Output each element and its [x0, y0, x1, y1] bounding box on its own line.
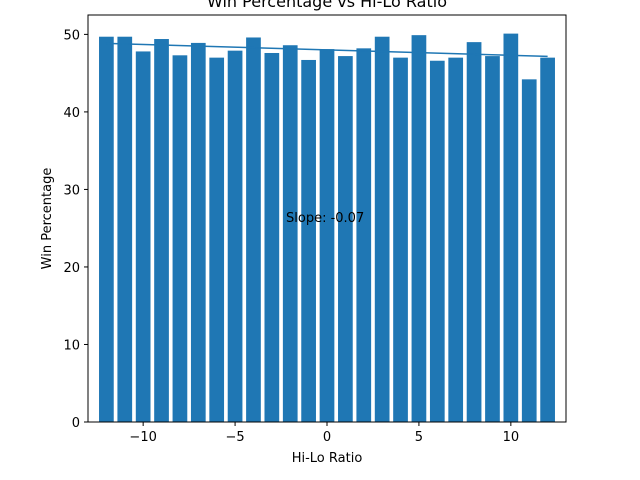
- y-tick-label: 50: [63, 28, 80, 43]
- y-tick-label: 30: [63, 183, 80, 198]
- bar: [448, 57, 464, 422]
- bar: [99, 36, 114, 423]
- x-tick-label: −5: [225, 430, 244, 445]
- chart-title: Win Percentage vs Hi-Lo Ratio: [207, 0, 447, 11]
- bar: [393, 57, 408, 422]
- bar: [227, 50, 243, 422]
- y-tick-label: 40: [63, 106, 80, 121]
- bar: [301, 59, 316, 423]
- bar: [485, 56, 500, 423]
- bar: [521, 79, 537, 422]
- bar: [411, 35, 427, 422]
- bar: [466, 42, 482, 422]
- bar: [264, 52, 280, 423]
- bar: [356, 48, 372, 423]
- trendline: [106, 42, 548, 58]
- x-tick-label: 0: [323, 430, 331, 445]
- y-axis-title: Win Percentage: [40, 168, 55, 270]
- trendline-group: [106, 42, 548, 58]
- bars-group: [99, 33, 555, 423]
- x-tick-label: 5: [415, 430, 423, 445]
- bar: [540, 57, 555, 422]
- bar: [282, 45, 298, 422]
- bar: [190, 42, 206, 422]
- bar: [246, 37, 261, 422]
- bar: [135, 51, 151, 422]
- bar: [172, 55, 188, 423]
- bar: [209, 57, 225, 422]
- y-tick-label: 10: [63, 338, 80, 353]
- y-axis: 0 10 20 30 40 50: [63, 28, 88, 431]
- bar: [319, 49, 335, 423]
- x-tick-label: 10: [503, 430, 520, 445]
- bar: [429, 60, 445, 423]
- slope-annotation: Slope: -0.07: [286, 211, 364, 226]
- bar: [117, 36, 133, 423]
- bar: [154, 39, 169, 422]
- x-tick-label: −10: [129, 430, 156, 445]
- y-tick-label: 0: [72, 416, 80, 431]
- bar: [338, 56, 353, 423]
- x-axis: −10 −5 0 5 10: [129, 422, 519, 445]
- y-tick-label: 20: [63, 261, 80, 276]
- bar: [503, 33, 519, 423]
- bar: [374, 36, 390, 423]
- x-axis-title: Hi-Lo Ratio: [292, 451, 363, 466]
